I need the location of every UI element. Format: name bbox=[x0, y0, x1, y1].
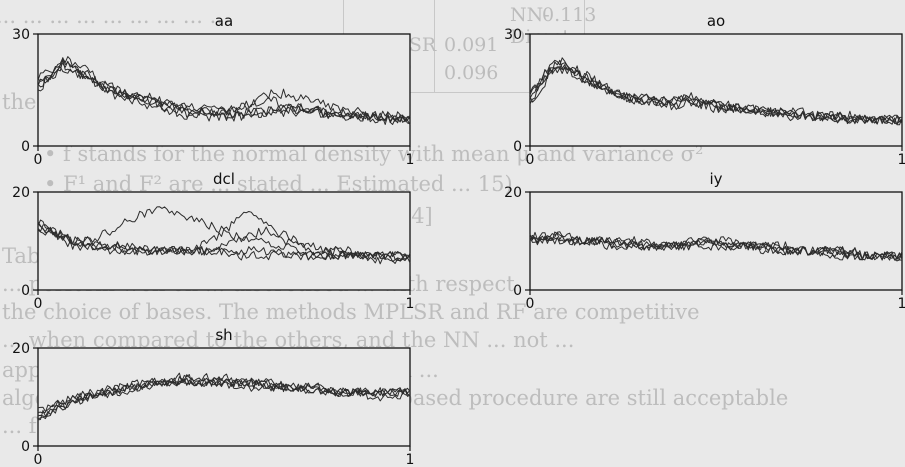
panel-ao: ao 0 30 0 1 bbox=[504, 12, 905, 168]
series-line bbox=[37, 59, 411, 125]
y-tick-label: 0 bbox=[513, 283, 522, 299]
table-row-3-value: 0.096 bbox=[444, 62, 499, 84]
panel-dcl: dcl 0 20 0 1 bbox=[12, 170, 414, 312]
x-tick-label: 1 bbox=[898, 152, 905, 168]
series-line bbox=[37, 56, 411, 125]
y-tick-label: 0 bbox=[513, 139, 522, 155]
y-tick-label: 20 bbox=[12, 185, 30, 201]
y-tick-label: 0 bbox=[21, 139, 30, 155]
plot-frame bbox=[37, 191, 411, 291]
series-line bbox=[529, 234, 903, 261]
panel-title: dcl bbox=[213, 170, 235, 188]
x-tick-label: 0 bbox=[34, 152, 43, 168]
series-line bbox=[529, 231, 903, 260]
x-tick-label: 1 bbox=[406, 452, 415, 467]
panel-title: sh bbox=[215, 326, 232, 344]
series-line bbox=[529, 66, 903, 124]
x-tick-label: 0 bbox=[526, 152, 535, 168]
x-tick-label: 0 bbox=[34, 452, 43, 467]
y-tick-label: 0 bbox=[21, 283, 30, 299]
y-tick-label: 0 bbox=[21, 439, 30, 455]
plot-frame bbox=[529, 33, 903, 147]
x-tick-label: 1 bbox=[406, 152, 415, 168]
table-separator bbox=[434, 0, 435, 92]
series-line bbox=[37, 66, 411, 122]
y-tick-label: 20 bbox=[12, 341, 30, 357]
panel-title: aa bbox=[215, 12, 233, 30]
panel-title: iy bbox=[709, 170, 722, 188]
table-row-2-value: 0.091 bbox=[444, 34, 499, 56]
y-tick-label: 30 bbox=[12, 27, 30, 43]
x-tick-label: 1 bbox=[406, 296, 415, 312]
series-line bbox=[529, 57, 903, 125]
series-line bbox=[37, 373, 411, 421]
x-tick-label: 0 bbox=[526, 296, 535, 312]
x-tick-label: 0 bbox=[34, 296, 43, 312]
series-line bbox=[37, 211, 411, 259]
series-line bbox=[37, 60, 411, 125]
panel-iy: iy 0 20 0 1 bbox=[504, 170, 905, 312]
y-tick-label: 20 bbox=[504, 185, 522, 201]
panel-title: ao bbox=[707, 12, 725, 30]
table-row-1-value: 0.113 bbox=[542, 4, 597, 26]
series-line bbox=[37, 374, 411, 414]
plot-frame bbox=[37, 33, 411, 147]
series-line bbox=[37, 221, 411, 260]
x-tick-label: 1 bbox=[898, 296, 905, 312]
series-line bbox=[37, 224, 411, 265]
series-line bbox=[37, 206, 411, 261]
plot-frame bbox=[37, 347, 411, 447]
series-line bbox=[529, 66, 903, 125]
y-tick-label: 30 bbox=[504, 27, 522, 43]
panel-aa: aa 0 30 0 1 bbox=[12, 12, 414, 168]
panel-sh: sh 0 20 0 1 bbox=[12, 326, 414, 467]
